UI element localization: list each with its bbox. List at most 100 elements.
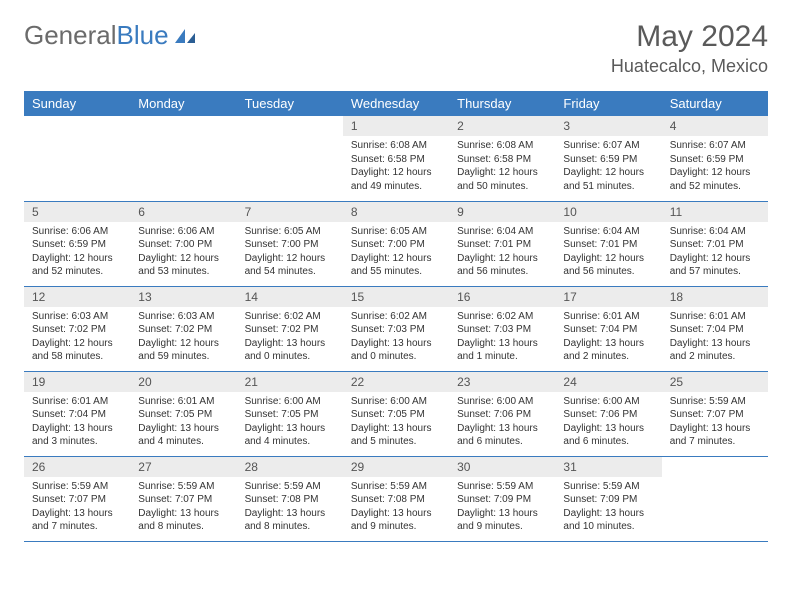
day-number: 21	[237, 372, 343, 392]
sunset-line: Sunset: 7:09 PM	[563, 493, 653, 507]
day-cell: 21Sunrise: 6:00 AMSunset: 7:05 PMDayligh…	[237, 371, 343, 456]
daylight-line: Daylight: 12 hours and 52 minutes.	[670, 166, 760, 193]
day-number: 23	[449, 372, 555, 392]
sunset-line: Sunset: 7:00 PM	[138, 238, 228, 252]
day-details: Sunrise: 6:01 AMSunset: 7:04 PMDaylight:…	[24, 392, 130, 455]
sunrise-line: Sunrise: 6:05 AM	[351, 225, 441, 239]
day-cell: 23Sunrise: 6:00 AMSunset: 7:06 PMDayligh…	[449, 371, 555, 456]
sunrise-line: Sunrise: 6:07 AM	[563, 139, 653, 153]
day-details: Sunrise: 6:04 AMSunset: 7:01 PMDaylight:…	[662, 222, 768, 285]
day-cell: 28Sunrise: 5:59 AMSunset: 7:08 PMDayligh…	[237, 456, 343, 541]
empty-cell	[130, 116, 236, 201]
daylight-line: Daylight: 12 hours and 51 minutes.	[563, 166, 653, 193]
sunset-line: Sunset: 7:00 PM	[245, 238, 335, 252]
brand-logo: GeneralBlue	[24, 20, 197, 51]
day-details: Sunrise: 6:08 AMSunset: 6:58 PMDaylight:…	[449, 136, 555, 199]
sunrise-line: Sunrise: 6:06 AM	[138, 225, 228, 239]
daylight-line: Daylight: 13 hours and 8 minutes.	[245, 507, 335, 534]
day-number: 15	[343, 287, 449, 307]
sunset-line: Sunset: 7:01 PM	[670, 238, 760, 252]
day-cell: 1Sunrise: 6:08 AMSunset: 6:58 PMDaylight…	[343, 116, 449, 201]
dow-row: SundayMondayTuesdayWednesdayThursdayFrid…	[24, 91, 768, 116]
daylight-line: Daylight: 13 hours and 1 minute.	[457, 337, 547, 364]
sunrise-line: Sunrise: 6:04 AM	[670, 225, 760, 239]
sunrise-line: Sunrise: 5:59 AM	[32, 480, 122, 494]
day-details: Sunrise: 6:02 AMSunset: 7:03 PMDaylight:…	[449, 307, 555, 370]
day-cell: 7Sunrise: 6:05 AMSunset: 7:00 PMDaylight…	[237, 201, 343, 286]
daylight-line: Daylight: 13 hours and 7 minutes.	[670, 422, 760, 449]
daylight-line: Daylight: 13 hours and 0 minutes.	[245, 337, 335, 364]
daylight-line: Daylight: 13 hours and 10 minutes.	[563, 507, 653, 534]
day-details: Sunrise: 6:04 AMSunset: 7:01 PMDaylight:…	[555, 222, 661, 285]
day-details: Sunrise: 6:07 AMSunset: 6:59 PMDaylight:…	[555, 136, 661, 199]
sunset-line: Sunset: 7:02 PM	[245, 323, 335, 337]
day-cell: 14Sunrise: 6:02 AMSunset: 7:02 PMDayligh…	[237, 286, 343, 371]
day-cell: 16Sunrise: 6:02 AMSunset: 7:03 PMDayligh…	[449, 286, 555, 371]
day-number: 4	[662, 116, 768, 136]
day-number: 29	[343, 457, 449, 477]
day-cell: 12Sunrise: 6:03 AMSunset: 7:02 PMDayligh…	[24, 286, 130, 371]
sunrise-line: Sunrise: 6:01 AM	[32, 395, 122, 409]
day-details: Sunrise: 6:02 AMSunset: 7:02 PMDaylight:…	[237, 307, 343, 370]
daylight-line: Daylight: 13 hours and 7 minutes.	[32, 507, 122, 534]
sunrise-line: Sunrise: 5:59 AM	[563, 480, 653, 494]
day-cell: 26Sunrise: 5:59 AMSunset: 7:07 PMDayligh…	[24, 456, 130, 541]
day-cell: 6Sunrise: 6:06 AMSunset: 7:00 PMDaylight…	[130, 201, 236, 286]
day-number: 12	[24, 287, 130, 307]
day-number: 11	[662, 202, 768, 222]
day-details: Sunrise: 6:00 AMSunset: 7:06 PMDaylight:…	[449, 392, 555, 455]
sunset-line: Sunset: 7:04 PM	[563, 323, 653, 337]
day-number: 9	[449, 202, 555, 222]
day-number: 20	[130, 372, 236, 392]
dow-header: Wednesday	[343, 91, 449, 116]
sunrise-line: Sunrise: 6:04 AM	[457, 225, 547, 239]
dow-header: Thursday	[449, 91, 555, 116]
daylight-line: Daylight: 12 hours and 52 minutes.	[32, 252, 122, 279]
sunset-line: Sunset: 7:05 PM	[138, 408, 228, 422]
day-cell: 17Sunrise: 6:01 AMSunset: 7:04 PMDayligh…	[555, 286, 661, 371]
sunrise-line: Sunrise: 6:05 AM	[245, 225, 335, 239]
month-title: May 2024	[611, 20, 768, 54]
day-details: Sunrise: 5:59 AMSunset: 7:08 PMDaylight:…	[237, 477, 343, 540]
sunset-line: Sunset: 7:04 PM	[670, 323, 760, 337]
sunset-line: Sunset: 7:05 PM	[245, 408, 335, 422]
calendar-table: SundayMondayTuesdayWednesdayThursdayFrid…	[24, 91, 768, 542]
daylight-line: Daylight: 13 hours and 6 minutes.	[563, 422, 653, 449]
sunrise-line: Sunrise: 6:03 AM	[32, 310, 122, 324]
sunset-line: Sunset: 7:04 PM	[32, 408, 122, 422]
sunset-line: Sunset: 7:05 PM	[351, 408, 441, 422]
day-cell: 25Sunrise: 5:59 AMSunset: 7:07 PMDayligh…	[662, 371, 768, 456]
day-cell: 2Sunrise: 6:08 AMSunset: 6:58 PMDaylight…	[449, 116, 555, 201]
day-number: 13	[130, 287, 236, 307]
daylight-line: Daylight: 13 hours and 8 minutes.	[138, 507, 228, 534]
daylight-line: Daylight: 12 hours and 50 minutes.	[457, 166, 547, 193]
sunset-line: Sunset: 7:02 PM	[32, 323, 122, 337]
sunrise-line: Sunrise: 5:59 AM	[670, 395, 760, 409]
day-cell: 30Sunrise: 5:59 AMSunset: 7:09 PMDayligh…	[449, 456, 555, 541]
dow-header: Sunday	[24, 91, 130, 116]
sunset-line: Sunset: 7:08 PM	[245, 493, 335, 507]
day-number: 31	[555, 457, 661, 477]
daylight-line: Daylight: 13 hours and 5 minutes.	[351, 422, 441, 449]
daylight-line: Daylight: 12 hours and 56 minutes.	[457, 252, 547, 279]
day-number: 3	[555, 116, 661, 136]
sunrise-line: Sunrise: 6:08 AM	[457, 139, 547, 153]
sunrise-line: Sunrise: 6:01 AM	[138, 395, 228, 409]
sunset-line: Sunset: 6:59 PM	[670, 153, 760, 167]
sunset-line: Sunset: 6:59 PM	[563, 153, 653, 167]
sunrise-line: Sunrise: 6:04 AM	[563, 225, 653, 239]
daylight-line: Daylight: 12 hours and 53 minutes.	[138, 252, 228, 279]
daylight-line: Daylight: 13 hours and 4 minutes.	[138, 422, 228, 449]
week-row: 26Sunrise: 5:59 AMSunset: 7:07 PMDayligh…	[24, 456, 768, 541]
empty-cell	[237, 116, 343, 201]
day-cell: 4Sunrise: 6:07 AMSunset: 6:59 PMDaylight…	[662, 116, 768, 201]
day-details: Sunrise: 6:01 AMSunset: 7:05 PMDaylight:…	[130, 392, 236, 455]
daylight-line: Daylight: 12 hours and 49 minutes.	[351, 166, 441, 193]
day-details: Sunrise: 5:59 AMSunset: 7:09 PMDaylight:…	[449, 477, 555, 540]
sunrise-line: Sunrise: 6:01 AM	[563, 310, 653, 324]
day-number: 22	[343, 372, 449, 392]
day-details: Sunrise: 6:03 AMSunset: 7:02 PMDaylight:…	[24, 307, 130, 370]
day-details: Sunrise: 5:59 AMSunset: 7:07 PMDaylight:…	[662, 392, 768, 455]
sunrise-line: Sunrise: 5:59 AM	[457, 480, 547, 494]
sunrise-line: Sunrise: 5:59 AM	[351, 480, 441, 494]
